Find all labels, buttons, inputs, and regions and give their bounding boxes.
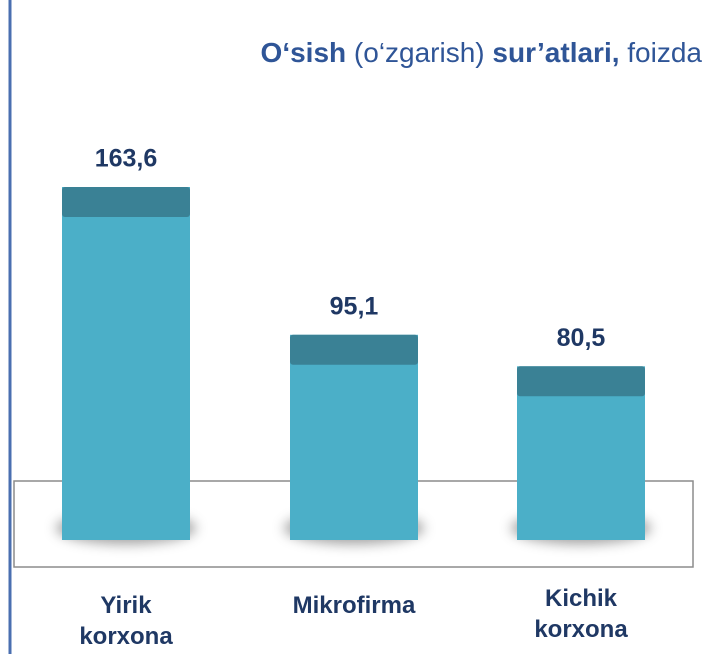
title-part: foizda: [627, 37, 702, 68]
category-label: Mikrofirma: [292, 592, 416, 619]
value-label: 163,6: [95, 145, 158, 173]
bar: [290, 334, 418, 540]
chart-title: O‘sish (o‘zgarish) sur’atlari, foizda: [261, 37, 703, 68]
bar: [62, 187, 190, 540]
value-label: 95,1: [330, 292, 379, 320]
bar-cap: [290, 334, 418, 365]
bar-cap: [517, 366, 645, 397]
bar-cap: [62, 187, 190, 217]
title-part: sur’atlari,: [492, 37, 619, 68]
category-label: Kichik korxona: [534, 585, 628, 643]
value-label: 80,5: [557, 324, 606, 352]
title-part: (o‘zgarish): [354, 37, 485, 68]
title-part: O‘sish: [261, 37, 347, 68]
category-label: Yirik korxona: [79, 592, 173, 650]
